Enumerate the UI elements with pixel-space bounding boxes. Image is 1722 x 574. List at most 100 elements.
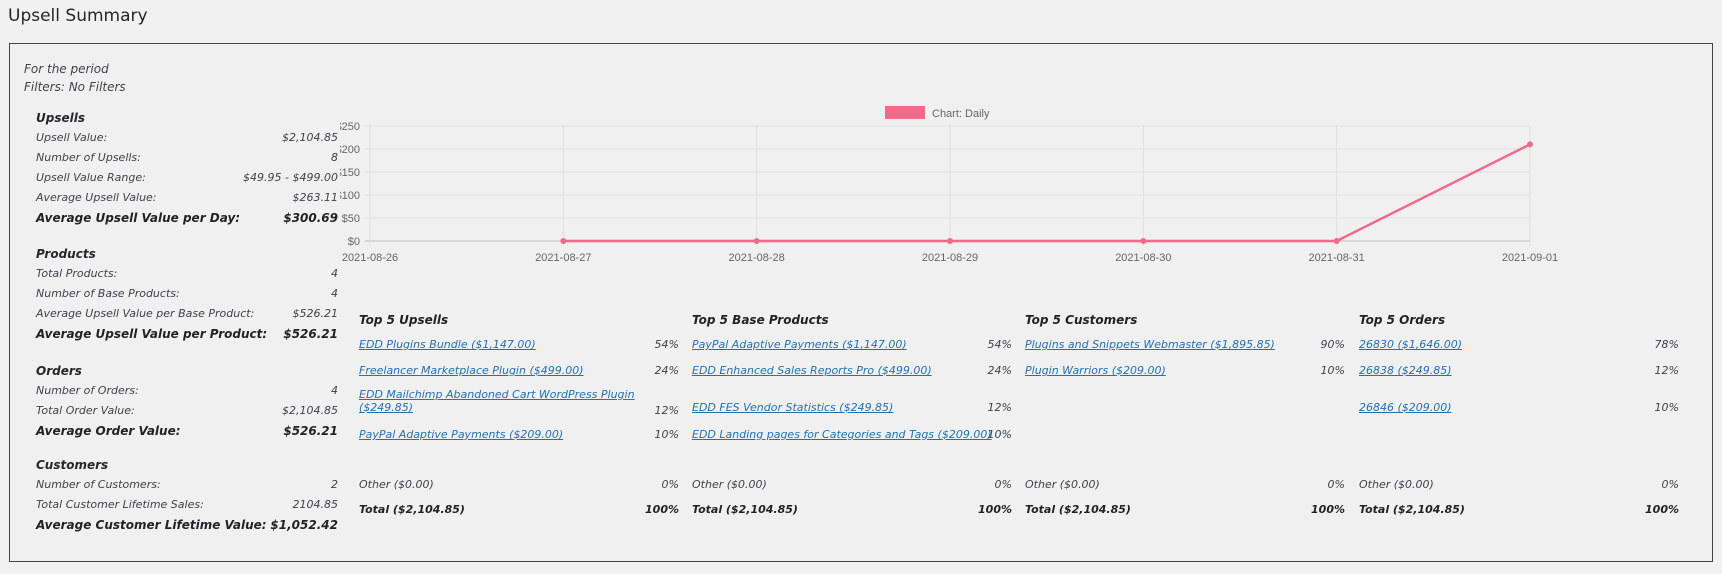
top-customers-heading: Top 5 Customers [1025, 313, 1138, 327]
percent-value: 54% [987, 338, 1012, 351]
y-tick-label: $250 [340, 121, 360, 133]
stat-value: $1,052.42 [270, 518, 338, 532]
percent-value: 24% [654, 364, 679, 377]
filters-label: Filters: No Filters [24, 80, 126, 94]
top-customer-link[interactable]: Plugins and Snippets Webmaster ($1,895.8… [1025, 338, 1275, 351]
page-title: Upsell Summary [8, 6, 148, 26]
stat-value: $526.21 [292, 307, 339, 320]
stat-label: Average Upsell Value per Base Product: [36, 307, 255, 320]
stat-row: Average Upsell Value: $263.11 [36, 188, 338, 208]
list-item: 26830 ($1,646.00) 78% [1359, 338, 1679, 356]
x-tick-label: 2021-08-28 [729, 252, 785, 264]
stat-label: Number of Upsells: [36, 151, 141, 164]
stat-value: 4 [331, 287, 338, 300]
data-point [560, 238, 567, 244]
top-base-product-link[interactable]: EDD Landing pages for Categories and Tag… [692, 428, 992, 441]
y-tick-label: $200 [340, 144, 360, 156]
top-base-products-heading: Top 5 Base Products [692, 313, 829, 327]
top-base-product-link[interactable]: EDD FES Vendor Statistics ($249.85) [692, 401, 894, 414]
top-upsell-link[interactable]: EDD Plugins Bundle ($1,147.00) [359, 338, 536, 351]
daily-line-chart: Chart: Daily $0 $50 $100 $150 $200 $250 2021-08… [340, 106, 1558, 264]
stat-row: Number of Base Products: 4 [36, 284, 338, 304]
percent-value: 78% [1654, 338, 1679, 351]
stat-row-highlight: Average Customer Lifetime Value: $1,052.4… [36, 515, 338, 535]
data-point [947, 238, 953, 244]
percent-value: 0% [661, 478, 679, 491]
x-tick-label: 2021-08-26 [342, 252, 398, 264]
stat-value: 4 [331, 384, 338, 397]
top-base-product-link[interactable]: PayPal Adaptive Payments ($1,147.00) [692, 338, 907, 351]
percent-value: 10% [654, 428, 679, 441]
stat-label: Average Upsell Value per Product: [36, 327, 268, 341]
stat-value: 2104.85 [292, 498, 339, 511]
data-point [753, 238, 760, 244]
stat-value: $2,104.85 [282, 131, 338, 144]
stat-label: Total Customer Lifetime Sales: [36, 498, 204, 511]
data-point [1140, 238, 1147, 244]
stats-list: Upsells Upsell Value: $2,104.85 Number of… [36, 108, 338, 535]
stat-value: $526.21 [283, 424, 338, 438]
stat-label: Total Products: [36, 267, 118, 280]
stat-value: 8 [331, 151, 338, 164]
stat-value: $2,104.85 [282, 404, 338, 417]
list-item: EDD Mailchimp Abandoned Cart WordPress P… [359, 388, 679, 417]
top-upsell-link[interactable]: PayPal Adaptive Payments ($209.00) [359, 428, 564, 441]
percent-value: 100% [1645, 503, 1679, 516]
stat-label: Total Order Value: [36, 404, 135, 417]
percent-value: 90% [1320, 338, 1345, 351]
other-label: Other ($0.00) [692, 478, 767, 491]
list-item: PayPal Adaptive Payments ($209.00) 10% [359, 428, 679, 446]
other-label: Other ($0.00) [1025, 478, 1100, 491]
percent-value: 100% [1311, 503, 1345, 516]
percent-value: 10% [1654, 401, 1679, 414]
other-row: Other ($0.00) 0% [1359, 478, 1679, 491]
percent-value: 100% [978, 503, 1012, 516]
top-order-link[interactable]: 26838 ($249.85) [1359, 364, 1452, 377]
y-tick-label: $100 [340, 190, 360, 202]
stat-row: Number of Upsells: 8 [36, 148, 338, 168]
total-row: Total ($2,104.85) 100% [1025, 503, 1345, 516]
data-point [1527, 141, 1533, 148]
y-tick-label: $50 [342, 213, 360, 225]
data-point [1333, 238, 1340, 244]
top-orders-heading: Top 5 Orders [1359, 313, 1446, 327]
stat-row: Average Upsell Value per Base Product: $5… [36, 304, 338, 324]
list-item: Plugin Warriors ($209.00) 10% [1025, 364, 1345, 382]
stat-label: Upsell Value: [36, 131, 108, 144]
stat-label: Average Order Value: [36, 424, 181, 438]
top-order-link[interactable]: 26846 ($209.00) [1359, 401, 1452, 414]
series-line [563, 143, 1531, 243]
top-upsell-link[interactable]: Freelancer Marketplace Plugin ($499.00) [359, 364, 584, 377]
list-item: EDD Landing pages for Categories and Tag… [692, 428, 1012, 446]
top-upsells-heading: Top 5 Upsells [359, 313, 449, 327]
top-base-product-link[interactable]: EDD Enhanced Sales Reports Pro ($499.00) [692, 364, 932, 377]
stat-row: Upsell Value Range: $49.95 - $499.00 [36, 168, 338, 188]
percent-value: 10% [987, 428, 1012, 441]
stat-value: 2 [331, 478, 338, 491]
stat-label: Number of Base Products: [36, 287, 180, 300]
summary-panel: For the period Filters: No Filters Upsel… [9, 43, 1713, 562]
total-label: Total ($2,104.85) [359, 503, 465, 516]
stat-row: Total Customer Lifetime Sales: 2104.85 [36, 495, 338, 515]
y-tick-label: $150 [340, 167, 360, 179]
percent-value: 10% [1320, 364, 1345, 377]
top-order-link[interactable]: 26830 ($1,646.00) [1359, 338, 1463, 351]
percent-value: 12% [1654, 364, 1679, 377]
percent-value: 0% [1327, 478, 1345, 491]
percent-value: 54% [654, 338, 679, 351]
top-upsell-link[interactable]: EDD Mailchimp Abandoned Cart WordPress P… [359, 388, 635, 414]
legend-swatch [885, 106, 925, 119]
stat-row: Number of Customers: 2 [36, 475, 338, 495]
x-tick-label: 2021-08-31 [1309, 252, 1365, 264]
other-row: Other ($0.00) 0% [692, 478, 1012, 491]
percent-value: 12% [654, 404, 679, 417]
stat-value: $263.11 [292, 191, 339, 204]
stat-row: Number of Orders: 4 [36, 381, 338, 401]
stat-row: Upsell Value: $2,104.85 [36, 128, 338, 148]
percent-value: 12% [987, 401, 1012, 414]
total-row: Total ($2,104.85) 100% [359, 503, 679, 516]
percent-value: 0% [994, 478, 1012, 491]
list-item: EDD Plugins Bundle ($1,147.00) 54% [359, 338, 679, 356]
top-customer-link[interactable]: Plugin Warriors ($209.00) [1025, 364, 1166, 377]
legend-label: Chart: Daily [932, 108, 990, 120]
